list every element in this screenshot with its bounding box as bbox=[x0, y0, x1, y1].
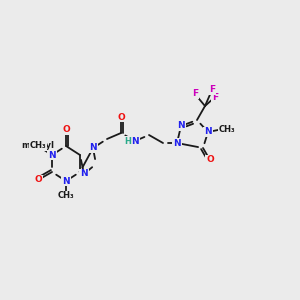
Text: N: N bbox=[62, 176, 70, 185]
Text: methyl: methyl bbox=[38, 145, 43, 146]
Text: CH₃: CH₃ bbox=[219, 124, 235, 134]
Text: O: O bbox=[206, 155, 214, 164]
Text: F: F bbox=[212, 92, 218, 101]
Text: CH₃: CH₃ bbox=[58, 191, 74, 200]
Text: methyl: methyl bbox=[22, 142, 55, 151]
Text: N: N bbox=[131, 136, 139, 146]
Text: N: N bbox=[48, 151, 56, 160]
Text: CH₃: CH₃ bbox=[30, 142, 46, 151]
Text: H: H bbox=[124, 136, 131, 146]
Text: O: O bbox=[62, 125, 70, 134]
Text: N: N bbox=[173, 139, 181, 148]
Text: F: F bbox=[209, 85, 215, 94]
Text: methyl: methyl bbox=[229, 128, 234, 129]
Text: O: O bbox=[34, 176, 42, 184]
Text: N: N bbox=[204, 128, 212, 136]
Text: F: F bbox=[192, 89, 198, 98]
Text: N: N bbox=[177, 122, 185, 130]
Text: O: O bbox=[117, 112, 125, 122]
Text: N: N bbox=[80, 169, 88, 178]
Text: N: N bbox=[89, 143, 97, 152]
